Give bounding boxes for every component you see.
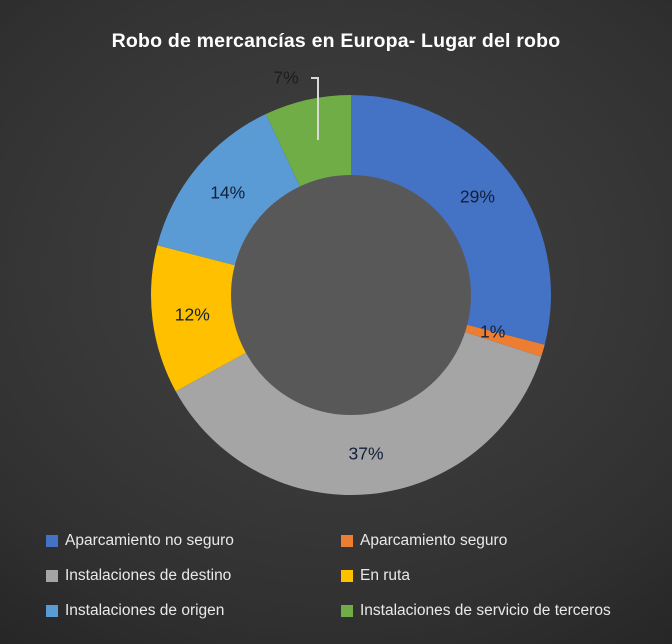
legend-label: Instalaciones de origen [65, 602, 225, 620]
legend-row: Aparcamiento no seguro Aparcamiento segu… [0, 524, 672, 558]
donut-hole [231, 175, 471, 415]
legend-row: Instalaciones de origen Instalaciones de… [0, 594, 672, 628]
donut-chart-svg [151, 77, 551, 495]
legend-swatch-icon [46, 570, 58, 582]
legend-swatch-icon [341, 605, 353, 617]
legend-item-en-ruta[interactable]: En ruta [341, 559, 410, 593]
chart-title: Robo de mercancías en Europa- Lugar del … [111, 30, 561, 52]
legend-item-aparcamiento-seguro[interactable]: Aparcamiento seguro [341, 524, 507, 558]
legend-row: Instalaciones de destino En ruta [0, 559, 672, 593]
legend-label: Aparcamiento no seguro [65, 532, 234, 550]
legend-swatch-icon [46, 535, 58, 547]
legend-label: Instalaciones de destino [65, 567, 232, 585]
legend-item-instalaciones-de-servicio-de-terceros[interactable]: Instalaciones de servicio de terceros [341, 594, 611, 628]
legend-swatch-icon [341, 570, 353, 582]
legend-swatch-icon [341, 535, 353, 547]
legend-label: En ruta [360, 567, 410, 585]
legend-swatch-icon [46, 605, 58, 617]
donut-chart: 29% 1% 37% 12% 14% 7% [151, 77, 551, 495]
legend-label: Instalaciones de servicio de terceros [360, 602, 611, 620]
legend-item-aparcamiento-no-seguro[interactable]: Aparcamiento no seguro [46, 524, 234, 558]
legend-item-instalaciones-de-destino[interactable]: Instalaciones de destino [46, 559, 231, 593]
legend-label: Aparcamiento seguro [360, 532, 508, 550]
chart-legend: Aparcamiento no seguro Aparcamiento segu… [0, 524, 672, 636]
leader-line-7-percent [311, 77, 319, 140]
legend-item-instalaciones-de-origen[interactable]: Instalaciones de origen [46, 594, 224, 628]
leader-line-group [311, 77, 319, 140]
